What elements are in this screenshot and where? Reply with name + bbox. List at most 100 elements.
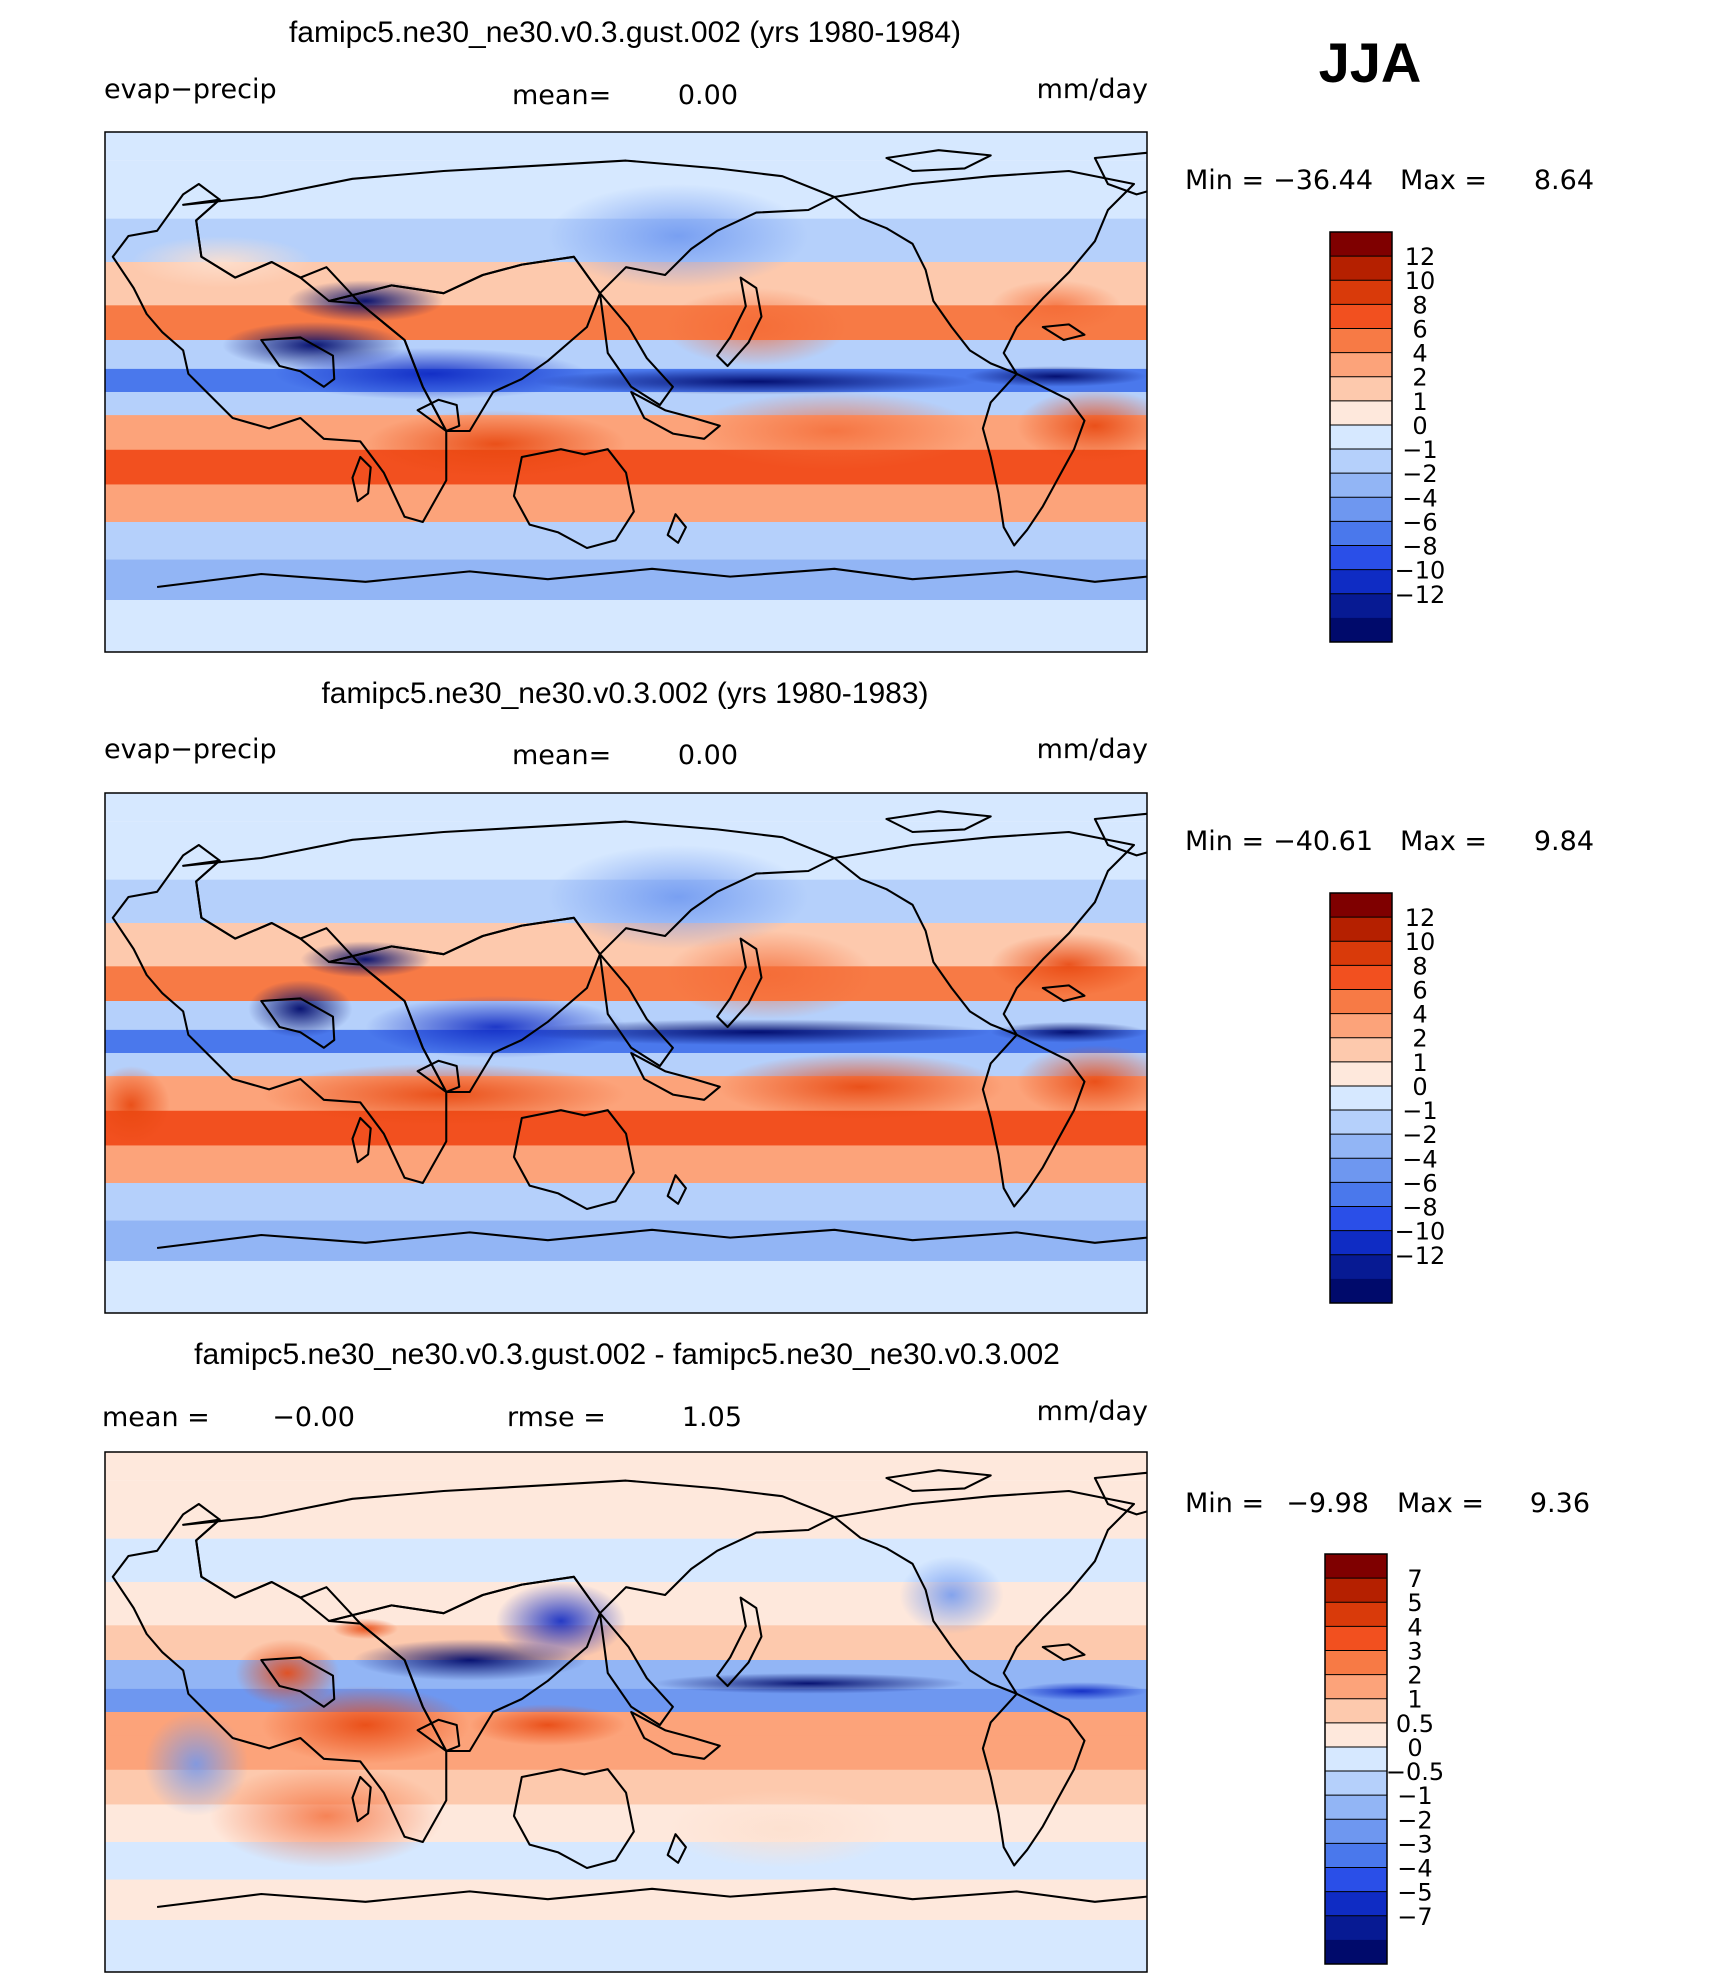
colorbar-box — [1325, 1843, 1387, 1868]
field-band — [105, 1110, 1147, 1147]
panel-3-units: mm/day — [1037, 1396, 1148, 1427]
colorbar-outline — [1324, 1553, 1388, 1965]
field-band — [105, 1920, 1147, 1972]
season-label: JJA — [1319, 31, 1422, 94]
colorbar-tick-label: −12 — [1395, 1242, 1446, 1270]
colorbar-box — [1330, 304, 1392, 329]
field-band — [105, 1452, 1147, 1481]
colorbar-box — [1330, 497, 1392, 522]
colorbar-tick-label: −4 — [1402, 1145, 1437, 1173]
colorbar-box — [1325, 1771, 1387, 1796]
panel-1-map — [104, 131, 1148, 653]
colorbar-tick-label: −1 — [1402, 1097, 1437, 1125]
field-band — [105, 522, 1147, 561]
panel-1: famipc5.ne30_ne30.v0.3.gust.002 (yrs 198… — [104, 16, 1594, 653]
panel-1-max-label: Max = — [1400, 165, 1487, 196]
panel-2-mean-value: 0.00 — [678, 740, 738, 771]
colorbar-tick-label: 7 — [1407, 1565, 1422, 1593]
colorbar-tick-label: 8 — [1412, 291, 1427, 319]
colorbar-box — [1330, 424, 1392, 450]
colorbar-box — [1325, 1554, 1387, 1579]
colorbar-box — [1325, 1578, 1387, 1603]
panel-3-min-label: Min = — [1185, 1488, 1264, 1519]
panel-1-min-label: Min = — [1185, 165, 1264, 196]
colorbar-tick-label: 2 — [1412, 1025, 1427, 1053]
panel-3-max-label: Max = — [1397, 1488, 1484, 1519]
colorbar-box — [1325, 1602, 1387, 1627]
panel-2-variable: evap−precip — [104, 734, 277, 765]
colorbar-tick-label: −8 — [1402, 1194, 1437, 1222]
panel-3-title: famipc5.ne30_ne30.v0.3.gust.002 - famipc… — [194, 1338, 1060, 1371]
colorbar-tick-label: 6 — [1412, 976, 1427, 1004]
panel-3-rmse-value: 1.05 — [682, 1402, 742, 1433]
panel-2-units: mm/day — [1037, 734, 1148, 765]
colorbar-box — [1330, 232, 1392, 257]
colorbar-tick-label: 4 — [1407, 1613, 1422, 1641]
panel-2-min-value: −40.61 — [1273, 826, 1373, 857]
field-band — [105, 449, 1147, 486]
panel-3-map — [104, 1451, 1148, 1973]
panel-1-min-value: −36.44 — [1273, 165, 1373, 196]
field-band — [105, 1220, 1147, 1262]
colorbar-box — [1330, 617, 1392, 643]
colorbar-outline — [1329, 892, 1393, 1304]
panel-2-max-value: 9.84 — [1534, 826, 1594, 857]
colorbar-box — [1330, 941, 1392, 966]
colorbar-tick-label: −7 — [1397, 1903, 1432, 1931]
panel-2-map — [104, 792, 1148, 1314]
colorbar-box — [1330, 1085, 1392, 1111]
panel-2-blobs — [105, 845, 1147, 1144]
panel-1-mean-label: mean= — [512, 80, 611, 111]
panel-3-min-value: −9.98 — [1286, 1488, 1369, 1519]
colorbar-box — [1330, 376, 1392, 402]
colorbar-tick-label: −8 — [1402, 533, 1437, 561]
field-band — [105, 132, 1147, 161]
panel-3: famipc5.ne30_ne30.v0.3.gust.002 - famipc… — [102, 1338, 1590, 1973]
colorbar-tick-label: −2 — [1397, 1806, 1432, 1834]
panel-2-field — [105, 793, 1147, 1313]
colorbar-tick-label: 0 — [1412, 1073, 1427, 1101]
field-band — [105, 1145, 1147, 1184]
panel-1-mean-value: 0.00 — [678, 80, 738, 111]
colorbar-box — [1325, 1795, 1387, 1820]
colorbar-tick-label: −10 — [1395, 1218, 1446, 1246]
panel-2: famipc5.ne30_ne30.v0.3.002 (yrs 1980-198… — [104, 677, 1594, 1314]
colorbar-box — [1330, 965, 1392, 990]
colorbar-tick-label: 4 — [1412, 1001, 1427, 1029]
field-band — [105, 484, 1147, 523]
panel-1-units: mm/day — [1037, 74, 1148, 105]
colorbar-box — [1330, 1206, 1392, 1232]
panel-3-mean-label: mean = — [102, 1402, 210, 1433]
colorbar-tick-label: −6 — [1402, 1169, 1437, 1197]
colorbar-box — [1330, 256, 1392, 281]
field-band — [105, 559, 1147, 601]
colorbar-tick-label: −1 — [1397, 1782, 1432, 1810]
colorbar-box — [1330, 1013, 1392, 1039]
colorbar-box — [1330, 545, 1392, 571]
field-band — [105, 1261, 1147, 1313]
colorbar-box — [1325, 1819, 1387, 1844]
panel-3-frame — [104, 1451, 1148, 1973]
colorbar-tick-label: 10 — [1405, 267, 1436, 295]
panel-2-title: famipc5.ne30_ne30.v0.3.002 (yrs 1980-198… — [321, 677, 928, 710]
colorbar-tick-label: −3 — [1397, 1830, 1432, 1858]
colorbar-box — [1330, 1061, 1392, 1087]
colorbar-box — [1330, 569, 1392, 595]
field-band — [105, 793, 1147, 822]
colorbar-tick-label: 5 — [1407, 1589, 1422, 1617]
panel-3-max-value: 9.36 — [1530, 1488, 1590, 1519]
field-band — [105, 600, 1147, 652]
colorbar-box — [1330, 989, 1392, 1014]
colorbar-tick-label: 8 — [1412, 952, 1427, 980]
field-band — [105, 1480, 1147, 1540]
panel-2-max-label: Max = — [1400, 826, 1487, 857]
colorbar-tick-label: 6 — [1412, 315, 1427, 343]
colorbar-box — [1330, 280, 1392, 305]
colorbar-box — [1330, 1134, 1392, 1159]
colorbar-tick-label: 12 — [1405, 243, 1436, 271]
colorbar-tick-label: −6 — [1402, 508, 1437, 536]
panel-2-frame — [104, 792, 1148, 1314]
field-band — [105, 1183, 1147, 1222]
